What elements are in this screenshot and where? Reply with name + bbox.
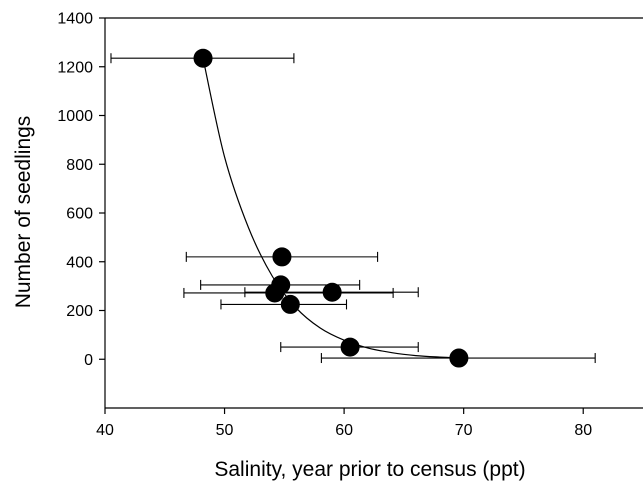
data-point (272, 247, 292, 267)
error-bars (110, 53, 596, 364)
fit-curve-group (202, 58, 459, 359)
data-point (322, 282, 342, 302)
x-tick-label: 80 (574, 422, 592, 439)
fit-curve (202, 58, 459, 359)
x-axis-title: Salinity, year prior to census (ppt) (214, 458, 525, 481)
y-tick-label: 800 (66, 157, 93, 174)
data-point (193, 48, 213, 68)
y-tick-label: 0 (84, 352, 93, 369)
data-point (280, 294, 300, 314)
x-tick-label: 40 (96, 422, 114, 439)
y-tick-label: 1400 (57, 11, 93, 28)
data-point (449, 348, 469, 368)
data-point (340, 337, 360, 357)
x-tick-label: 70 (455, 422, 473, 439)
data-point (265, 283, 285, 303)
x-tick-label: 50 (216, 422, 234, 439)
x-tick-label: 60 (335, 422, 353, 439)
y-tick-label: 600 (66, 206, 93, 223)
y-tick-label: 400 (66, 254, 93, 271)
y-tick-label: 200 (66, 303, 93, 320)
y-axis-title: Number of seedlings (12, 116, 35, 309)
y-tick-label: 1200 (57, 59, 93, 76)
axes: 0 200 400 600 800 1000 1200 1400 40 50 60 70 80 (57, 11, 643, 439)
data-points (193, 48, 469, 368)
y-tick-label: 1000 (57, 108, 93, 125)
